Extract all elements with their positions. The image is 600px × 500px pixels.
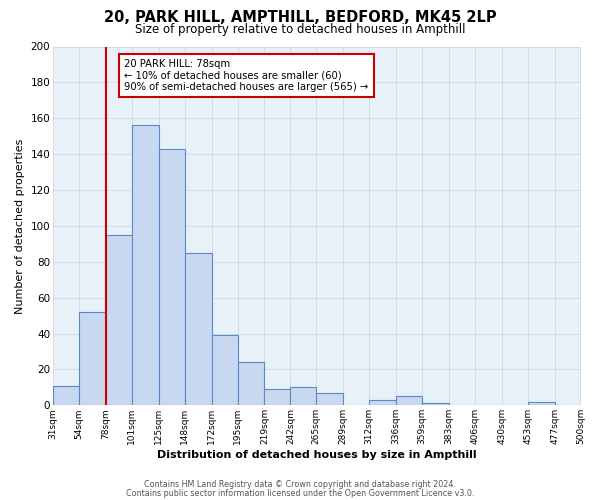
Bar [185,253,212,406]
Text: Size of property relative to detached houses in Ampthill: Size of property relative to detached ho… [135,22,465,36]
Bar [238,362,265,406]
Bar [79,312,106,406]
Bar [369,400,396,406]
Bar [159,149,185,406]
Text: Contains public sector information licensed under the Open Government Licence v3: Contains public sector information licen… [126,488,474,498]
Bar [132,126,159,406]
Y-axis label: Number of detached properties: Number of detached properties [15,138,25,314]
Text: Contains HM Land Registry data © Crown copyright and database right 2024.: Contains HM Land Registry data © Crown c… [144,480,456,489]
Bar [527,402,554,406]
X-axis label: Distribution of detached houses by size in Ampthill: Distribution of detached houses by size … [157,450,476,460]
Bar [396,396,422,406]
Text: 20 PARK HILL: 78sqm
← 10% of detached houses are smaller (60)
90% of semi-detach: 20 PARK HILL: 78sqm ← 10% of detached ho… [124,59,368,92]
Bar [53,386,79,406]
Bar [422,404,449,406]
Bar [265,389,290,406]
Text: 20, PARK HILL, AMPTHILL, BEDFORD, MK45 2LP: 20, PARK HILL, AMPTHILL, BEDFORD, MK45 2… [104,10,496,25]
Bar [212,336,238,406]
Bar [106,235,132,406]
Bar [290,388,316,406]
Bar [316,392,343,406]
